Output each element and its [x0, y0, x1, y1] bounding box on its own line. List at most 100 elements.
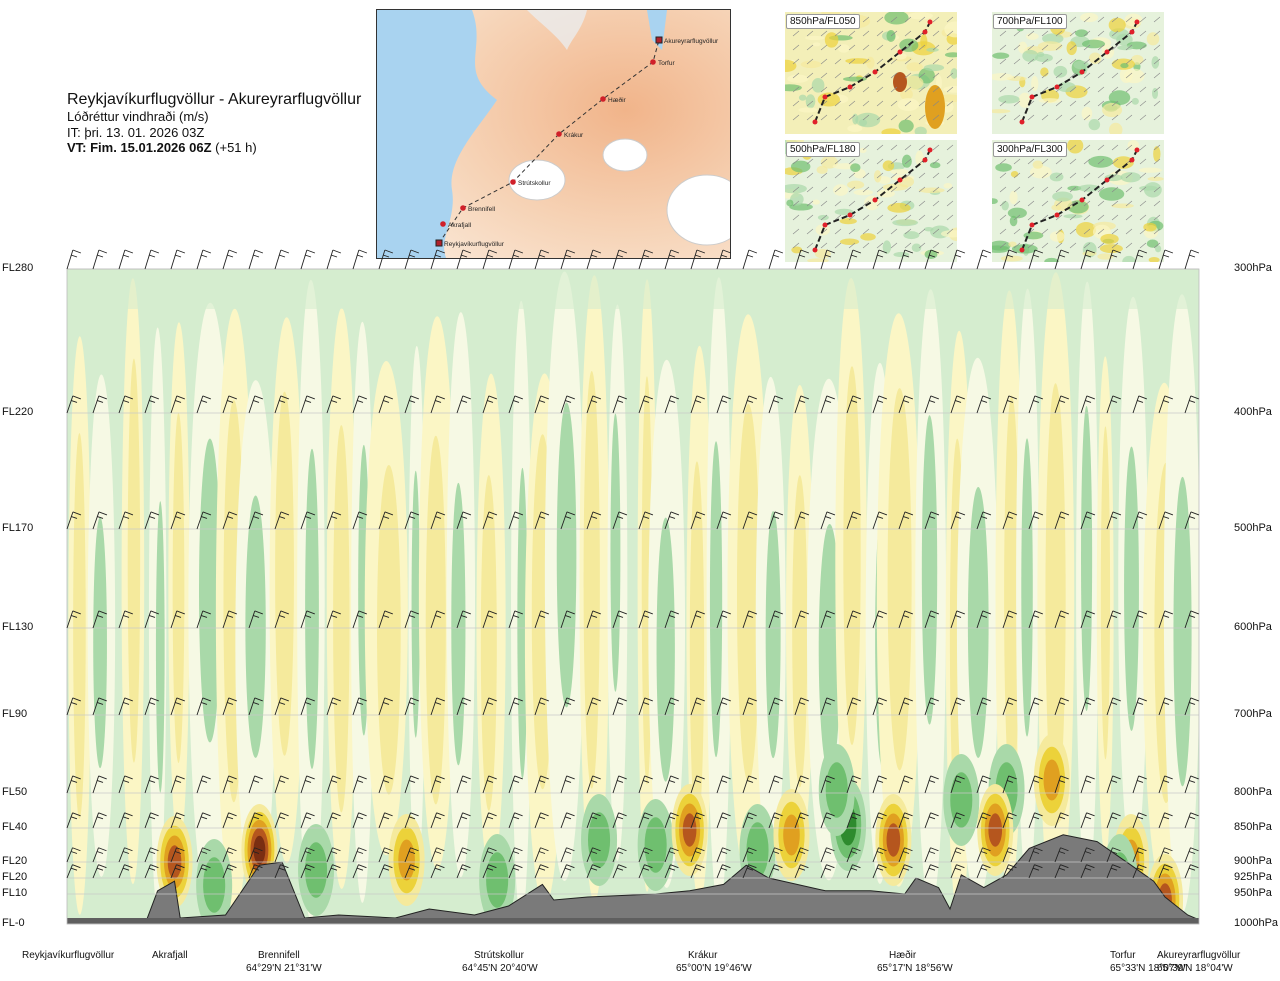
wind-barb: [300, 249, 316, 270]
thumb-waypoint: [1029, 94, 1035, 100]
thumb-barb: [1027, 214, 1035, 221]
wind-barb: [560, 812, 575, 829]
thumb-850[interactable]: 850hPa/FL050: [785, 12, 957, 134]
wind-barb: [352, 395, 367, 414]
wind-barb: [1106, 847, 1121, 863]
wind-barb: [300, 812, 315, 829]
wind-barb: [378, 610, 393, 629]
pressure-level-label: 300hPa: [1234, 262, 1272, 274]
downdraft-cell: [486, 852, 509, 908]
plot-frame: [66, 268, 1200, 925]
thumb-barb: [862, 16, 870, 23]
thumb-barb: [820, 200, 828, 207]
thumb-field: [1138, 167, 1162, 173]
thumb-barb: [1069, 100, 1077, 107]
wind-barb: [1054, 775, 1069, 794]
thumb-field: [1100, 233, 1119, 245]
thumb-barb: [1041, 214, 1049, 221]
thumb-field: [902, 75, 924, 90]
wind-barb: [248, 511, 264, 530]
thumb-barb: [1041, 100, 1049, 107]
thumb-barb: [1097, 144, 1105, 151]
thumb-barb: [932, 214, 940, 221]
wind-barb: [118, 610, 133, 629]
thumb-barb: [848, 30, 856, 37]
wind-band: [843, 366, 861, 745]
wind-barb: [404, 395, 419, 414]
thumb-barb: [1111, 16, 1119, 23]
thumb-barb: [918, 186, 926, 193]
thumb-300[interactable]: 300hPa/FL300: [992, 140, 1164, 262]
wind-barb: [976, 249, 992, 270]
thumb-barb: [890, 44, 898, 51]
thumb-barb: [1083, 58, 1091, 65]
thumb-barb: [1041, 86, 1049, 93]
wind-band: [73, 433, 86, 819]
thumb-barb: [999, 114, 1007, 121]
thumb-700[interactable]: 700hPa/FL100: [992, 12, 1164, 134]
thumb-barb: [834, 228, 842, 235]
wind-barb: [300, 847, 315, 863]
thumb-field: [1117, 45, 1134, 51]
thumb-barb: [1013, 242, 1021, 249]
thumb-barb: [1069, 44, 1077, 51]
thumb-field: [1049, 231, 1065, 242]
route-map-svg: Akureyrarflugvöllur Torfur Hæðir Krákur Strú…: [377, 10, 730, 258]
thumb-field: [1102, 102, 1123, 118]
thumb-barb: [1069, 144, 1077, 151]
thumb-field: [914, 126, 927, 134]
thumb-barb: [876, 30, 884, 37]
wind-barb: [898, 864, 913, 879]
thumb-barb: [932, 44, 940, 51]
wind-barb: [300, 697, 315, 716]
thumb-barb: [890, 100, 898, 107]
thumb-barb: [1153, 200, 1161, 207]
wind-barb: [274, 697, 289, 716]
wind-band: [333, 425, 350, 813]
wind-band: [656, 517, 675, 782]
wind-barb: [872, 864, 887, 879]
wind-barb: [378, 511, 394, 530]
thumb-barb: [876, 144, 884, 151]
thumb-field: [790, 192, 804, 206]
pressure-level-label: 900hPa: [1234, 855, 1272, 867]
thumb-barb: [1055, 242, 1063, 249]
thumb-barb: [1125, 16, 1133, 23]
wind-barb: [924, 775, 939, 794]
wind-barb: [1184, 249, 1200, 270]
wind-barb: [326, 847, 341, 863]
wind-barb: [690, 697, 705, 716]
wind-band: [411, 470, 420, 738]
thumb-barb: [876, 186, 884, 193]
thumb-barb: [1153, 186, 1161, 193]
thumb-field: [925, 85, 945, 129]
wind-barb: [716, 395, 731, 414]
wind-barb: [976, 812, 991, 829]
wind-barb: [508, 511, 524, 530]
thumb-barb: [918, 100, 926, 107]
thumb-waypoint: [822, 222, 828, 228]
thumb-barb: [1125, 242, 1133, 249]
wind-barb: [846, 249, 862, 270]
thumb-barb: [1139, 72, 1147, 79]
wind-barb: [326, 697, 341, 716]
thumb-field: [817, 214, 829, 221]
wind-barb: [560, 697, 575, 716]
wind-barb: [430, 511, 446, 530]
thumb-barb: [848, 200, 856, 207]
thumb-field: [998, 95, 1020, 104]
wind-barb: [170, 697, 185, 716]
wind-barb: [768, 249, 784, 270]
thumb-barb: [820, 242, 828, 249]
thumb-barb: [946, 200, 954, 207]
thumb-barb: [1069, 86, 1077, 93]
thumb-barb: [904, 242, 912, 249]
thumb-waypoint: [822, 94, 828, 100]
thumb-field: [893, 72, 907, 92]
thumb-barb: [1055, 100, 1063, 107]
thumb-field: [1067, 140, 1084, 154]
thumb-barb: [1125, 58, 1133, 65]
wind-barb: [924, 847, 939, 863]
thumb-barb: [1097, 200, 1105, 207]
wind-barb: [664, 847, 679, 863]
